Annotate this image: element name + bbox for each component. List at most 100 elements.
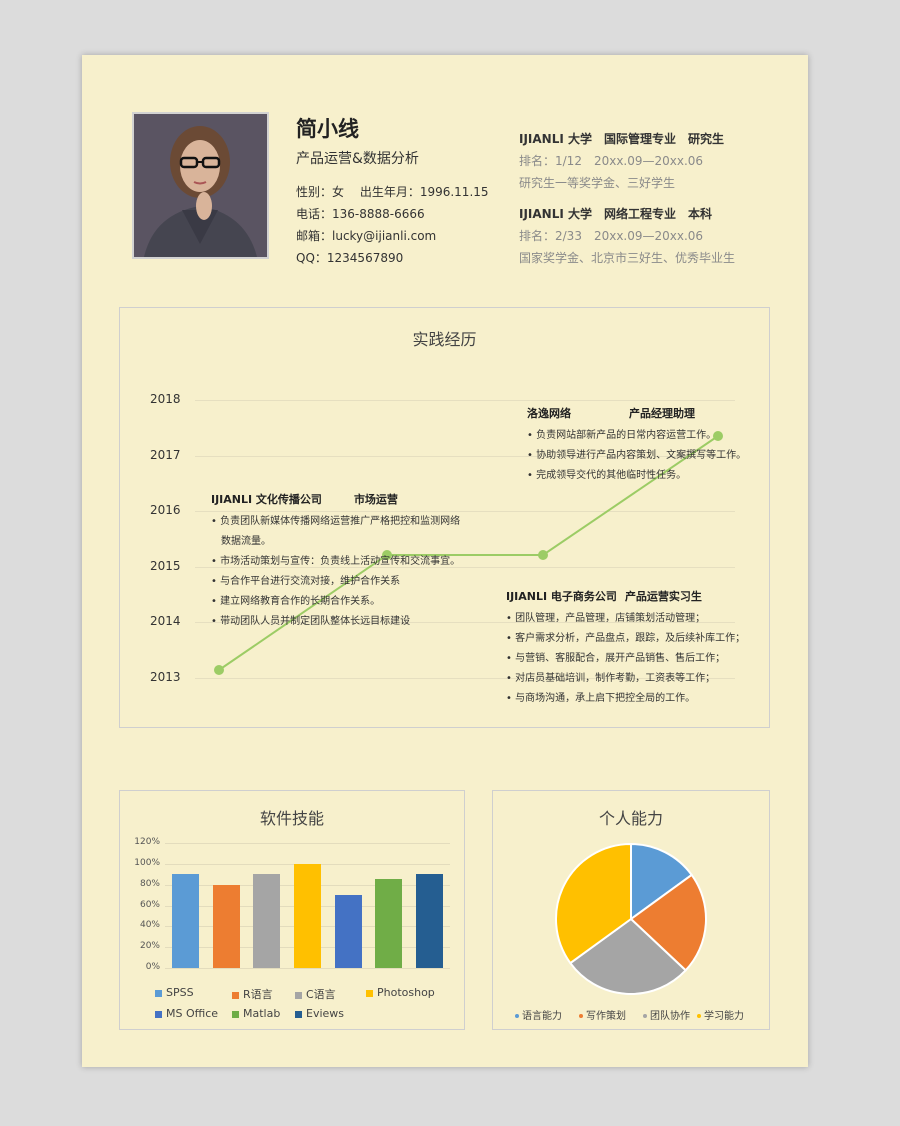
- chart-title: 个人能力: [598, 809, 663, 828]
- legend-swatch: [295, 991, 302, 999]
- job-bullet: • 建立网络教育合作的长期合作关系。: [211, 596, 381, 607]
- legend-item: Eviews: [295, 1007, 344, 1020]
- legend-item: 团队协作: [643, 1007, 690, 1022]
- bar: [375, 879, 403, 968]
- legend-item: Matlab: [232, 1007, 280, 1020]
- legend-item: 写作策划: [579, 1007, 626, 1022]
- job-bullet: • 完成领导交代的其他临时性任务。: [527, 470, 687, 481]
- job-bullet: 数据流量。: [211, 536, 271, 547]
- job-bullet: • 带动团队人员并制定团队整体长远目标建设: [211, 616, 411, 627]
- edu-rank: 排名：1/12 20xx.09—20xx.06: [519, 154, 704, 168]
- edu-rank: 排名：2/33 20xx.09—20xx.06: [519, 229, 704, 243]
- y-tick-label: 100%: [134, 857, 160, 868]
- legend-item: Photoshop: [366, 986, 435, 999]
- y-tick-label: 80%: [139, 878, 160, 889]
- legend-swatch: [232, 991, 239, 999]
- legend-item: R语言: [232, 986, 273, 1002]
- legend-swatch: [697, 1014, 701, 1018]
- y-tick-label: 60%: [139, 899, 160, 910]
- section-title: 实践经历: [412, 330, 477, 349]
- legend-swatch: [579, 1014, 583, 1018]
- legend-item: 语言能力: [515, 1007, 562, 1022]
- y-tick-label: 20%: [139, 941, 160, 952]
- job-bullet: • 协助领导进行产品内容策划、文案撰写等工作。: [527, 450, 747, 461]
- legend-label: C语言: [306, 988, 336, 1001]
- legend-label: SPSS: [166, 986, 194, 999]
- legend-swatch: [155, 1010, 162, 1018]
- profile-photo: [132, 112, 269, 259]
- resume-page: 简小线 产品运营&数据分析 性别：女 出生年月：1996.11.15 电话：13…: [82, 55, 808, 1067]
- job-role: 产品运营&数据分析: [296, 151, 419, 167]
- bar: [416, 874, 444, 968]
- y-tick-label: 120%: [134, 837, 160, 847]
- edu-awards: 研究生一等奖学金、三好学生: [519, 176, 676, 190]
- year-tick: 2014: [150, 614, 181, 628]
- position: 产品经理助理: [629, 407, 695, 420]
- bar: [212, 884, 240, 968]
- gridline: [165, 968, 450, 969]
- legend-label: 团队协作: [650, 1011, 690, 1022]
- job-bullet: • 市场活动策划与宣传：负责线上活动宣传和交流事宜。: [211, 556, 461, 567]
- bar: [334, 895, 362, 968]
- legend-label: 语言能力: [522, 1011, 562, 1022]
- job-bullet: • 负责网站部新产品的日常内容运营工作。: [527, 430, 717, 441]
- job-bullet: • 与合作平台进行交流对接，维护合作关系: [211, 576, 401, 587]
- bar: [171, 874, 199, 968]
- legend-swatch: [232, 1010, 239, 1018]
- email: 邮箱：lucky@ijianli.com: [296, 229, 437, 243]
- pie-slice: [629, 873, 707, 972]
- year-tick: 2013: [150, 670, 181, 684]
- legend-swatch: [515, 1014, 519, 1018]
- year-tick: 2016: [150, 503, 181, 517]
- y-tick-label: 40%: [139, 920, 160, 931]
- job-entry: IJIANLI 电子商务公司 产品运营实习生 • 团队管理，产品管理，店铺策划活动…: [506, 588, 745, 704]
- edu-header: IJIANLI 大学 网络工程专业 本科: [519, 207, 713, 221]
- bar: [253, 874, 281, 968]
- legend-label: Photoshop: [377, 986, 435, 999]
- legend-swatch: [295, 1010, 302, 1018]
- legend-label: Eviews: [306, 1007, 345, 1020]
- pie-slice: [568, 917, 688, 995]
- legend-item: SPSS: [155, 986, 194, 999]
- qq: QQ：1234567890: [296, 251, 404, 265]
- legend-swatch: [366, 989, 373, 997]
- job-bullet: • 负责团队新媒体传播网络运营推广严格把控和监测网络: [211, 516, 461, 527]
- phone: 电话：136-8888-6666: [296, 207, 425, 221]
- year-tick: 2018: [150, 392, 181, 406]
- pie-chart: [555, 842, 707, 995]
- name: 简小线: [296, 117, 359, 141]
- legend-label: 写作策划: [586, 1011, 626, 1022]
- personal-ability-chart: 个人能力 语言能力 写作策划 团队协作 学习能力: [492, 790, 770, 1030]
- chart-title: 软件技能: [259, 809, 324, 828]
- timeline-line: [214, 431, 723, 675]
- job-bullet: • 团队管理，产品管理，店铺策划活动管理；: [506, 613, 706, 624]
- legend-swatch: [155, 989, 162, 997]
- job-entry: 洛逸网络 产品经理助理 • 负责网站部新产品的日常内容运营工作。 • 协助领导进行…: [527, 405, 746, 481]
- company: IJIANLI 文化传播公司: [211, 493, 322, 506]
- pie-slice: [555, 842, 632, 965]
- gridline: [165, 843, 450, 844]
- bar: [294, 863, 321, 968]
- company: 洛逸网络: [527, 407, 571, 420]
- legend-swatch: [643, 1014, 647, 1018]
- legend-label: Matlab: [243, 1007, 281, 1020]
- legend-label: 学习能力: [704, 1011, 744, 1022]
- pie-slice: [630, 842, 694, 921]
- y-tick-label: 0%: [145, 962, 160, 972]
- job-bullet: • 客户需求分析，产品盘点，跟踪，及后续补库工作；: [506, 633, 746, 644]
- job-bullet: • 与商场沟通，承上启下把控全局的工作。: [506, 693, 696, 704]
- edu-header: IJIANLI 大学 国际管理专业 研究生: [519, 132, 725, 146]
- position: 产品运营实习生: [624, 590, 702, 603]
- edu-awards: 国家奖学金、北京市三好生、优秀毕业生: [519, 251, 736, 265]
- legend-label: MS Office: [166, 1007, 219, 1020]
- company: IJIANLI 电子商务公司: [506, 590, 617, 603]
- legend-label: R语言: [243, 988, 273, 1001]
- gender-birth: 性别：女 出生年月：1996.11.15: [296, 185, 489, 199]
- software-skills-chart: 软件技能 120% 100% 80% 60% 40% 20% 0% SPSS R语言 C语言 Pho…: [119, 790, 465, 1030]
- legend-item: C语言: [295, 986, 336, 1002]
- position: 市场运营: [353, 493, 398, 506]
- legend-item: 学习能力: [697, 1007, 744, 1022]
- job-bullet: • 对店员基础培训，制作考勤，工资表等工作；: [506, 673, 716, 684]
- legend-item: MS Office: [155, 1007, 218, 1020]
- year-tick: 2015: [150, 559, 181, 573]
